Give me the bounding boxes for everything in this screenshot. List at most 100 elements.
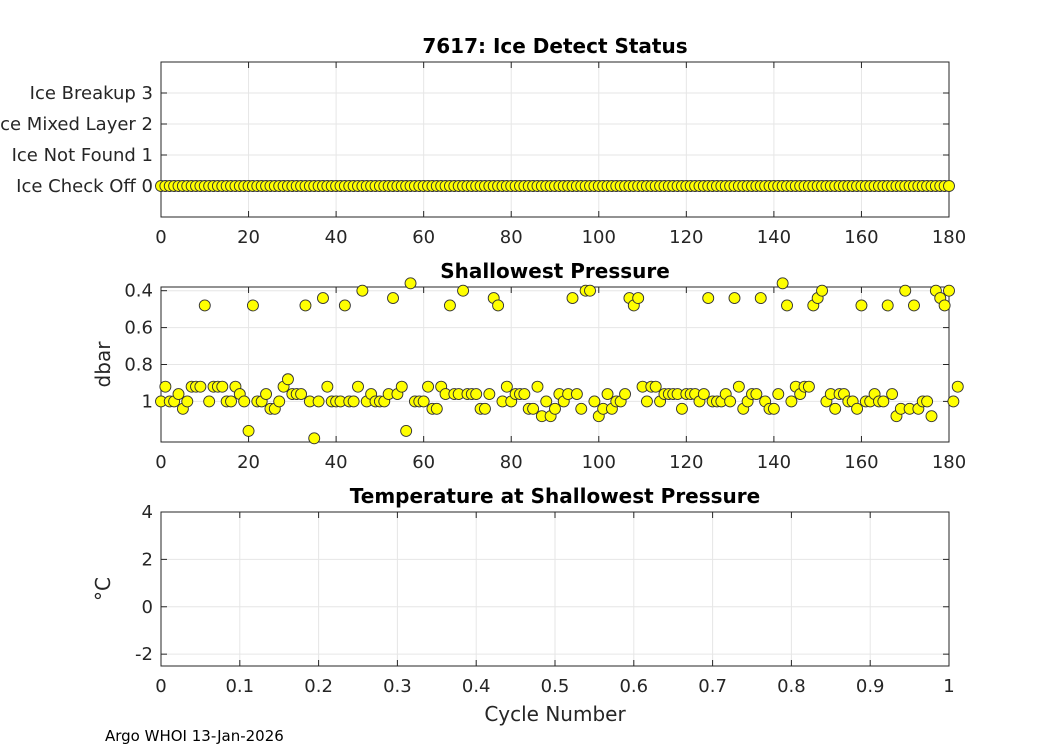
data-point (921, 395, 934, 408)
y-tick-label: Ice Breakup 3 (30, 83, 153, 104)
x-tick-label: 0 (155, 452, 166, 473)
data-point (575, 402, 588, 415)
data-point (785, 395, 798, 408)
data-point (947, 395, 960, 408)
data-point (855, 299, 868, 312)
data-point (649, 380, 662, 393)
data-point (908, 299, 920, 312)
x-tick-label: 0.5 (541, 676, 570, 697)
x-tick-label: 180 (932, 227, 966, 248)
data-point (273, 395, 286, 408)
x-tick-label: 0.3 (383, 676, 412, 697)
x-tick-label: 160 (844, 227, 878, 248)
data-point (772, 388, 785, 400)
data-point (881, 299, 894, 312)
data-point (549, 402, 561, 415)
x-tick-label: 100 (582, 227, 616, 248)
x-tick-label: 140 (757, 452, 791, 473)
data-point (246, 299, 259, 312)
data-point (732, 380, 745, 393)
data-point (601, 388, 614, 400)
y-axis-label: °C (91, 577, 115, 601)
y-tick-label: 0.6 (124, 318, 153, 339)
data-point (282, 373, 294, 386)
data-point (338, 299, 351, 312)
footer-text: Argo WHOI 13-Jan-2026 (105, 727, 284, 745)
data-point (951, 380, 964, 393)
data-point (886, 388, 899, 400)
y-tick-label: 0.4 (124, 281, 153, 302)
data-point (531, 380, 544, 393)
data-point (260, 388, 273, 400)
x-tick-label: 0.2 (304, 676, 333, 697)
data-point (417, 395, 430, 408)
x-tick-label: 140 (757, 227, 791, 248)
data-point (457, 284, 470, 297)
x-tick-label: 0.9 (856, 676, 885, 697)
data-point (816, 284, 828, 297)
x-tick-label: 1 (943, 676, 954, 697)
data-point (584, 284, 596, 297)
data-points (155, 277, 964, 445)
x-tick-label: 80 (500, 452, 523, 473)
data-point (225, 395, 237, 408)
x-tick-label: 0 (155, 227, 166, 248)
chart-title: 7617: Ice Detect Status (422, 34, 687, 58)
data-point (754, 292, 767, 305)
chart-title: Temperature at Shallowest Pressure (350, 484, 760, 508)
axes-box (160, 61, 950, 218)
data-point (203, 395, 216, 408)
data-points (155, 180, 955, 192)
data-point (159, 380, 172, 393)
data-point (198, 299, 211, 312)
data-point (242, 424, 255, 437)
y-tick-label: 0.8 (124, 355, 153, 376)
data-point (697, 388, 710, 400)
x-tick-label: 0 (155, 676, 166, 697)
data-point (829, 402, 842, 415)
chart-title: Shallowest Pressure (440, 259, 670, 283)
y-tick-label: 0 (142, 597, 153, 618)
x-tick-label: 160 (844, 452, 878, 473)
data-point (676, 402, 688, 415)
y-tick-label: Ice Check Off 0 (16, 176, 153, 197)
x-tick-label: 120 (669, 227, 703, 248)
data-point (640, 395, 653, 408)
x-tick-label: 20 (237, 452, 260, 473)
data-point (724, 395, 737, 408)
data-point (566, 292, 579, 305)
data-point (404, 277, 417, 290)
data-point (518, 388, 531, 400)
data-point (925, 410, 938, 423)
x-tick-label: 40 (325, 452, 348, 473)
data-point (492, 299, 505, 312)
data-point (443, 299, 456, 312)
data-point (483, 388, 496, 400)
data-point (767, 402, 780, 415)
data-point (352, 380, 364, 393)
data-point (781, 299, 793, 312)
data-point (851, 402, 864, 415)
data-point (540, 395, 553, 408)
data-point (387, 292, 399, 305)
data-point (702, 292, 715, 305)
data-point (295, 388, 308, 400)
x-tick-label: 0.8 (777, 676, 806, 697)
data-point (619, 388, 631, 400)
x-tick-label: 20 (237, 227, 260, 248)
data-point (938, 299, 951, 312)
data-point (588, 395, 601, 408)
y-tick-label: 2 (142, 549, 153, 570)
x-tick-label: 40 (325, 227, 348, 248)
data-point (422, 380, 434, 393)
data-point (347, 395, 360, 408)
temperature-panel: 0 0.1 0.2 0.3 0.4 0.5 0.6 0.7 0.8 0.9 1-2024Temper… (91, 484, 955, 726)
x-tick-label: 60 (412, 227, 435, 248)
data-point (321, 380, 334, 393)
y-axis-label: dbar (91, 341, 115, 388)
data-point (479, 402, 491, 415)
data-point (527, 402, 540, 415)
data-point (802, 380, 815, 393)
x-tick-label: 60 (412, 452, 435, 473)
ice-detect-panel: 0 20 40 60 80 100 120 140 160 180 Ice Check Off 0 I… (0, 34, 966, 248)
